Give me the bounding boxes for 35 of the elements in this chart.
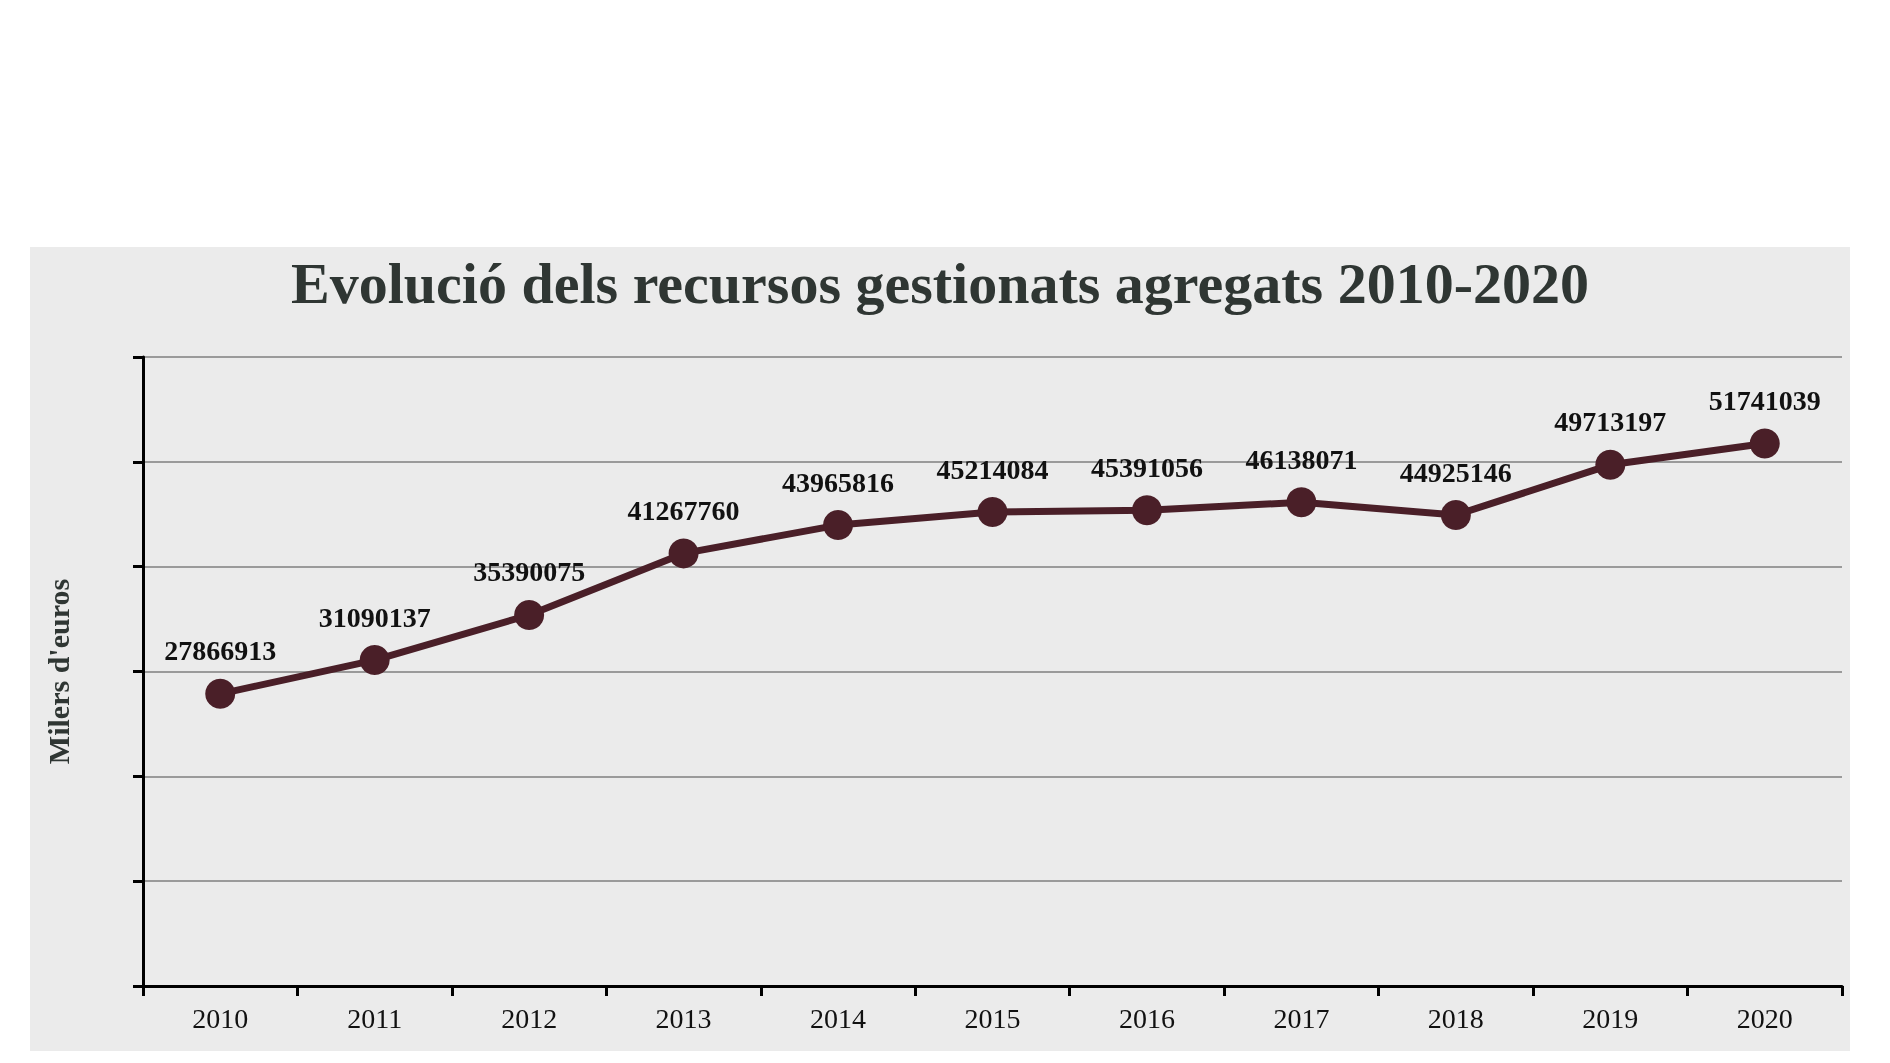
x-tick-label: 2011 <box>347 1002 403 1034</box>
point <box>977 497 1008 527</box>
x-tick-label: 2014 <box>810 1002 867 1034</box>
data-label: 49713197 <box>1554 406 1667 438</box>
point <box>668 538 699 569</box>
x-tick-label: 2016 <box>1118 1002 1175 1034</box>
x-tick-label: 2012 <box>501 1002 558 1034</box>
data-label: 41267760 <box>627 494 740 526</box>
point <box>1286 487 1317 518</box>
point <box>1749 428 1780 459</box>
point <box>205 678 236 709</box>
point <box>1131 495 1162 526</box>
data-label: 45391056 <box>1090 451 1203 483</box>
data-label: 31090137 <box>318 601 431 633</box>
data-label: 44925146 <box>1399 456 1512 488</box>
point <box>514 600 545 630</box>
x-tick-label: 2017 <box>1273 1002 1330 1034</box>
data-label: 45214084 <box>936 453 1049 485</box>
data-label: 51741039 <box>1708 385 1821 417</box>
x-tick-label: 2010 <box>192 1002 249 1034</box>
data-label: 35390075 <box>473 556 586 588</box>
chart-title: Evolució dels recursos gestionats agregats 2010-2020 <box>291 250 1589 316</box>
data-label: 46138071 <box>1245 443 1358 475</box>
x-tick-label: 2013 <box>655 1002 712 1034</box>
data-label: 43965816 <box>782 466 895 498</box>
data-label: 27866913 <box>164 635 277 667</box>
x-tick-label: 2015 <box>964 1002 1021 1034</box>
x-tick-label: 2019 <box>1582 1002 1639 1034</box>
point <box>823 510 854 541</box>
point <box>359 645 390 676</box>
y-axis-title: Milers d'euros <box>41 578 75 765</box>
x-tick-label: 2020 <box>1736 1002 1793 1034</box>
point <box>1440 500 1471 531</box>
point <box>1595 449 1626 480</box>
x-tick-label: 2018 <box>1427 1002 1484 1034</box>
